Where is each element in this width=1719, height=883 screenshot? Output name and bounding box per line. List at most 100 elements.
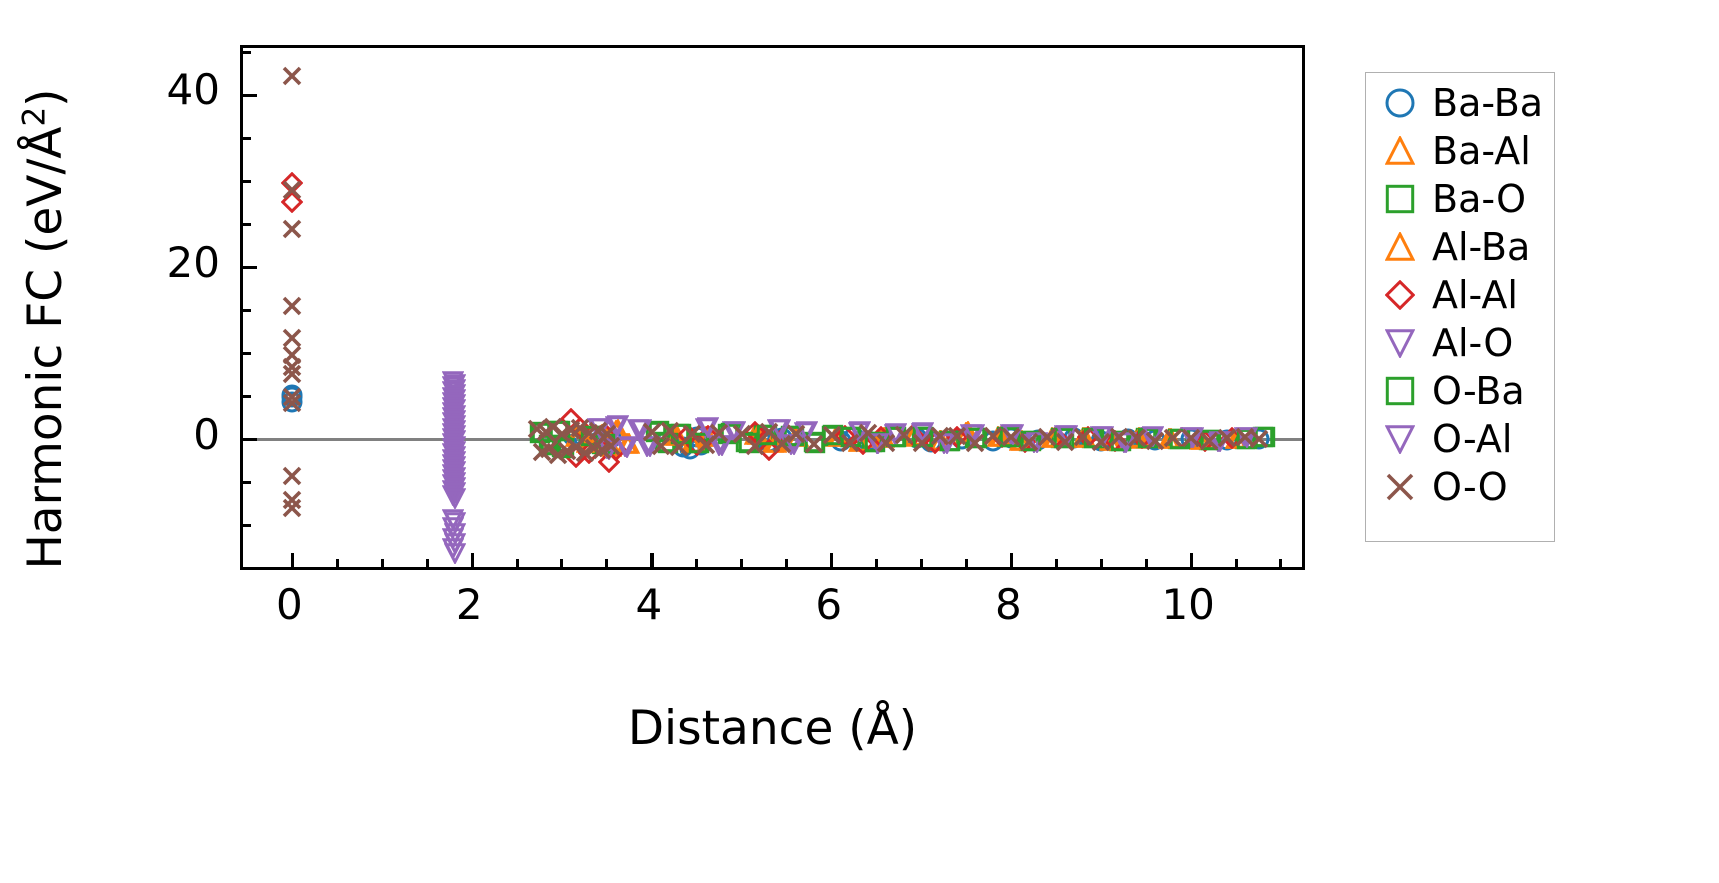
data-point	[1254, 426, 1276, 448]
legend-item-o-al[interactable]: O-Al	[1366, 415, 1554, 463]
data-point	[556, 433, 578, 455]
x-tick-minor	[380, 559, 384, 567]
data-point	[281, 489, 303, 511]
data-point	[830, 430, 852, 452]
data-point	[1055, 424, 1079, 448]
data-point	[281, 384, 303, 406]
x-tick-minor	[1234, 559, 1238, 567]
data-point	[1089, 425, 1113, 449]
legend-item-o-o[interactable]: O-O	[1366, 463, 1554, 511]
data-point	[443, 404, 467, 427]
data-point	[964, 432, 986, 454]
data-point	[443, 388, 467, 412]
data-point	[441, 380, 465, 404]
data-point	[839, 426, 861, 448]
legend-item-al-al[interactable]: Al-Al	[1366, 271, 1554, 319]
data-point	[929, 429, 953, 452]
data-point	[556, 440, 578, 462]
data-point	[443, 424, 467, 448]
y-tick-label: 0	[193, 409, 220, 459]
data-point	[833, 424, 857, 448]
data-point	[441, 396, 465, 420]
data-point	[1018, 431, 1040, 453]
data-point	[690, 434, 712, 456]
data-point	[686, 426, 708, 448]
data-point	[443, 511, 467, 535]
data-point	[569, 417, 591, 439]
x-tick-minor	[1099, 559, 1103, 567]
data-point	[766, 418, 790, 442]
data-point	[443, 383, 467, 407]
data-point	[982, 430, 1004, 452]
data-point	[738, 432, 760, 454]
data-point	[731, 423, 753, 445]
data-point	[578, 425, 600, 447]
data-point	[1000, 426, 1022, 448]
data-point	[281, 363, 303, 385]
data-point	[441, 370, 465, 394]
y-axis-label-close: )	[18, 88, 73, 107]
data-point	[593, 423, 617, 446]
legend-item-ba-o[interactable]: Ba-O	[1366, 175, 1554, 223]
data-point	[668, 423, 690, 445]
data-point	[538, 434, 560, 456]
triangle-down-marker-icon	[1380, 323, 1420, 363]
data-point	[281, 65, 303, 87]
data-point	[685, 433, 709, 457]
data-point	[443, 487, 467, 511]
x-marker-icon	[1380, 467, 1420, 507]
diamond-marker-icon	[1380, 275, 1420, 315]
data-point	[441, 386, 465, 409]
x-tick-minor	[964, 559, 968, 567]
x-tick-label: 8	[995, 580, 1022, 629]
legend-item-al-o[interactable]: Al-O	[1366, 319, 1554, 367]
data-point	[746, 422, 770, 446]
data-point	[786, 424, 809, 448]
legend-item-al-ba[interactable]: Al-Ba	[1366, 223, 1554, 271]
legend-item-label: Al-Ba	[1432, 225, 1531, 269]
data-point	[1010, 429, 1034, 452]
legend-item-ba-ba[interactable]: Ba-Ba	[1366, 79, 1554, 127]
x-tick-minor	[560, 559, 564, 567]
data-point	[840, 426, 862, 448]
x-tick-minor	[1279, 559, 1283, 567]
data-point	[538, 438, 560, 460]
data-point	[441, 406, 465, 430]
data-point	[680, 430, 704, 454]
y-tick-minor	[243, 222, 251, 226]
data-point	[761, 430, 785, 454]
data-point	[441, 484, 465, 507]
data-point	[803, 433, 825, 455]
data-point	[694, 417, 718, 440]
data-point	[281, 465, 303, 487]
data-point	[875, 432, 897, 454]
data-point	[707, 434, 731, 457]
data-point	[1234, 426, 1256, 448]
legend-item-o-ba[interactable]: O-Ba	[1366, 367, 1554, 415]
data-point	[531, 441, 553, 463]
data-point	[1142, 425, 1165, 449]
y-tick-minor	[243, 394, 251, 398]
data-point	[441, 417, 465, 440]
data-point	[893, 424, 915, 446]
data-point	[783, 425, 805, 447]
data-point	[591, 423, 614, 446]
data-point	[911, 432, 933, 454]
data-point	[615, 431, 639, 455]
legend-item-label: Ba-Ba	[1432, 81, 1544, 125]
data-point	[839, 432, 861, 454]
data-point	[717, 423, 739, 445]
data-point	[441, 516, 465, 540]
square-marker-icon	[1380, 179, 1420, 219]
data-point	[885, 426, 907, 448]
data-point	[575, 430, 599, 454]
legend-item-ba-al[interactable]: Ba-Al	[1366, 127, 1554, 175]
data-point	[281, 386, 303, 408]
data-point	[1115, 431, 1138, 455]
legend-box: Ba-Ba Ba-Al Ba-O Al-Ba Al-Al Al-O O-Ba O-Al O-O	[1365, 72, 1555, 542]
data-point	[1001, 423, 1025, 447]
data-point	[597, 450, 621, 474]
legend-item-label: Al-Al	[1432, 273, 1518, 317]
data-point	[281, 344, 303, 366]
plot-area	[240, 45, 1305, 570]
